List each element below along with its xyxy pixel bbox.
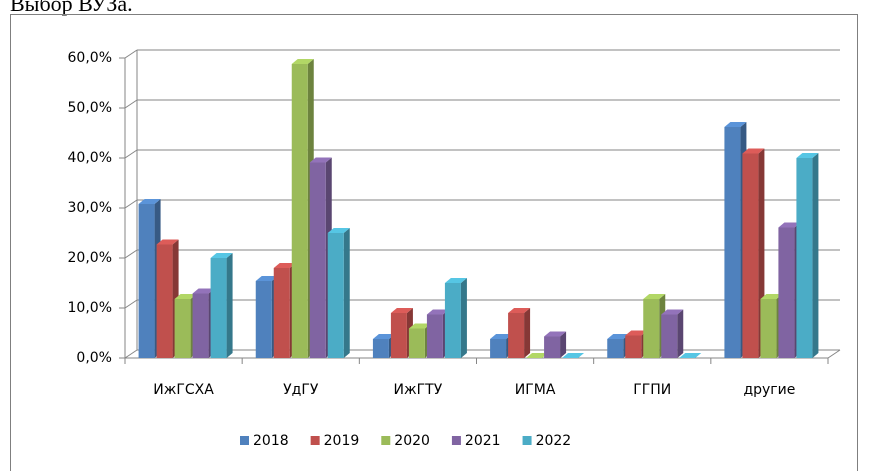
bar-top: [273, 263, 296, 268]
x-tick-label: ИжГСХА: [153, 382, 214, 398]
bar: [426, 314, 443, 358]
bar-top: [796, 153, 819, 158]
chart-frame: [10, 14, 858, 471]
bar: [291, 64, 308, 358]
y-tick-label: 10,0%: [68, 300, 112, 316]
bar-side: [343, 228, 350, 358]
legend-swatch: [522, 436, 532, 445]
bar: [327, 233, 344, 358]
legend-label: 2020: [394, 433, 430, 449]
bar-top: [138, 199, 161, 204]
chart-title: Выбор ВУЗа.: [10, 0, 133, 16]
bar-top: [309, 157, 332, 163]
legend-swatch: [310, 436, 320, 445]
grid-line-side: [124, 199, 138, 209]
grid-line-side: [124, 149, 138, 159]
bar-top: [508, 308, 531, 313]
y-tick-label: 50,0%: [68, 100, 112, 116]
grid-line-side: [124, 349, 138, 359]
grid-line-side: [124, 249, 138, 259]
bar-top: [643, 294, 666, 299]
legend-swatch: [381, 436, 391, 445]
bar: [444, 283, 461, 358]
bar-top: [778, 222, 801, 228]
bar-top: [192, 288, 215, 294]
bar: [255, 281, 272, 358]
grid-line-side: [124, 299, 138, 309]
bar-top: [156, 239, 179, 245]
bar: [408, 328, 425, 358]
bar-top: [625, 330, 648, 336]
bar: [607, 339, 624, 358]
y-tick-label: 40,0%: [68, 150, 112, 166]
bar-top: [291, 59, 314, 64]
bar-top: [490, 334, 513, 339]
x-tick-label: УдГУ: [283, 382, 319, 398]
bar: [490, 339, 507, 358]
bar-top: [562, 353, 585, 358]
bar-top: [390, 308, 413, 313]
bar-top: [255, 276, 278, 281]
bar: [210, 258, 227, 358]
bar: [156, 244, 173, 358]
y-tick-label: 0,0%: [76, 350, 112, 366]
bar: [796, 158, 813, 358]
x-tick-label: ИГМА: [515, 382, 556, 398]
bar: [544, 336, 561, 358]
bar-top: [760, 294, 783, 299]
bar-top: [210, 253, 233, 258]
bar-top: [444, 278, 467, 283]
bar: [192, 293, 209, 358]
legend-label: 2019: [324, 433, 360, 449]
legend-label: 2022: [536, 433, 572, 449]
bar-side: [812, 153, 819, 358]
bar-top: [372, 334, 395, 339]
y-tick-label: 20,0%: [68, 250, 112, 266]
legend-label: 2021: [465, 433, 501, 449]
bar: [661, 314, 678, 358]
x-tick-label: ГГПИ: [633, 382, 671, 398]
y-tick-label: 60,0%: [68, 50, 112, 66]
bar-side: [460, 278, 467, 358]
bar: [309, 162, 326, 358]
grid-line-side: [124, 49, 138, 59]
bar-side: [560, 331, 567, 358]
bar: [625, 335, 642, 358]
bar: [778, 227, 795, 358]
legend-swatch: [240, 436, 249, 445]
bar-side: [524, 308, 531, 358]
bar-top: [526, 353, 549, 358]
bar: [174, 299, 191, 358]
bar-side: [677, 309, 684, 358]
bar-top: [724, 122, 747, 127]
bar: [390, 313, 407, 358]
bar: [760, 299, 777, 358]
bar-top: [661, 309, 684, 315]
grid-line-side: [124, 99, 138, 109]
y-tick-label: 30,0%: [68, 200, 112, 216]
bar-top: [607, 334, 630, 339]
legend-swatch: [451, 436, 461, 445]
bar-top: [544, 331, 567, 337]
bar: [508, 313, 525, 358]
bar-top: [174, 294, 197, 299]
bar: [273, 268, 290, 358]
bar-top: [742, 148, 765, 154]
bar-top: [408, 323, 431, 329]
bar: [372, 339, 389, 358]
bar-top: [327, 228, 350, 233]
bar: [724, 127, 741, 358]
x-tick-label: другие: [743, 382, 795, 398]
legend-label: 2018: [253, 433, 289, 449]
x-tick-label: ИжГТУ: [394, 382, 443, 398]
bar-side: [226, 253, 233, 358]
bar: [138, 204, 155, 358]
bar: [643, 299, 660, 358]
bar-top: [679, 353, 702, 358]
bar: [742, 153, 759, 358]
bar-top: [426, 309, 449, 315]
